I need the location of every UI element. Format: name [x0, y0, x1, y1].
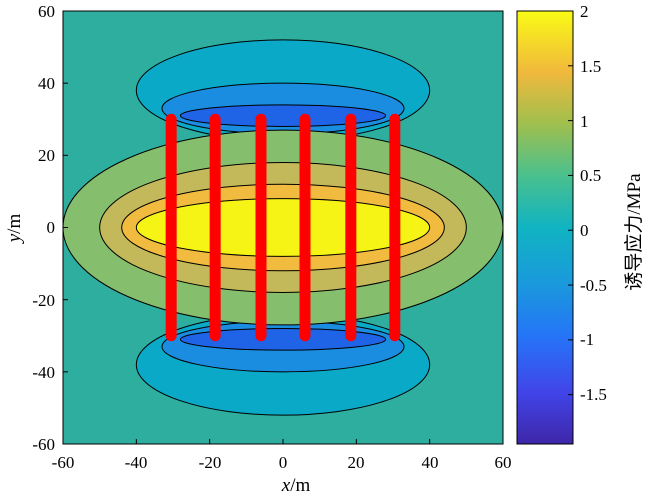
colorbar-label: 诱导应力/MPa [623, 173, 645, 291]
x-tick-label: 60 [495, 453, 512, 472]
y-tick-label: 20 [38, 146, 55, 165]
y-tick-label: 0 [47, 218, 56, 237]
y-tick-label: -40 [32, 363, 55, 382]
colorbar: 2 1.5 1 0.5 0 -0.5 -1 -1.5 诱导应力/MPa [516, 2, 645, 445]
x-tick-label: -20 [199, 453, 222, 472]
plot-area [62, 10, 504, 445]
x-tick-label: -40 [125, 453, 148, 472]
colorbar-tick-label: 1 [580, 112, 589, 131]
contour-2.0 [135, 198, 431, 257]
y-axis: 60 40 20 0 -20 -40 -60 y/m [4, 2, 55, 454]
y-tick-label: 60 [38, 2, 55, 21]
colorbar-tick-label: -1.5 [580, 385, 607, 404]
x-tick-label: 20 [348, 453, 365, 472]
colorbar-tick-label: 1.5 [580, 57, 601, 76]
x-axis-label: x/m [281, 475, 311, 496]
y-axis-label: y/m [4, 214, 25, 245]
colorbar-tick-label: 2 [580, 2, 589, 21]
x-tick-label: 40 [422, 453, 439, 472]
colorbar-tick-label: 0 [580, 221, 589, 240]
y-tick-label: -60 [32, 435, 55, 454]
x-axis: -60 -40 -20 0 20 40 60 x/m [52, 453, 512, 496]
fracture-lines [165, 113, 401, 342]
y-tick-label: -20 [32, 291, 55, 310]
colorbar-ticks [568, 10, 573, 396]
colorbar-tick-label: -0.5 [580, 276, 607, 295]
contour-minus-1.5 [179, 104, 387, 127]
contour-minus-1.5 [179, 328, 387, 351]
x-tick-label: -60 [52, 453, 75, 472]
colorbar-tick-label: -1 [580, 330, 594, 349]
x-tick-label: 0 [279, 453, 288, 472]
colorbar-tick-label: 0.5 [580, 166, 601, 185]
colorbar-gradient [516, 10, 574, 445]
y-tick-label: 40 [38, 74, 55, 93]
